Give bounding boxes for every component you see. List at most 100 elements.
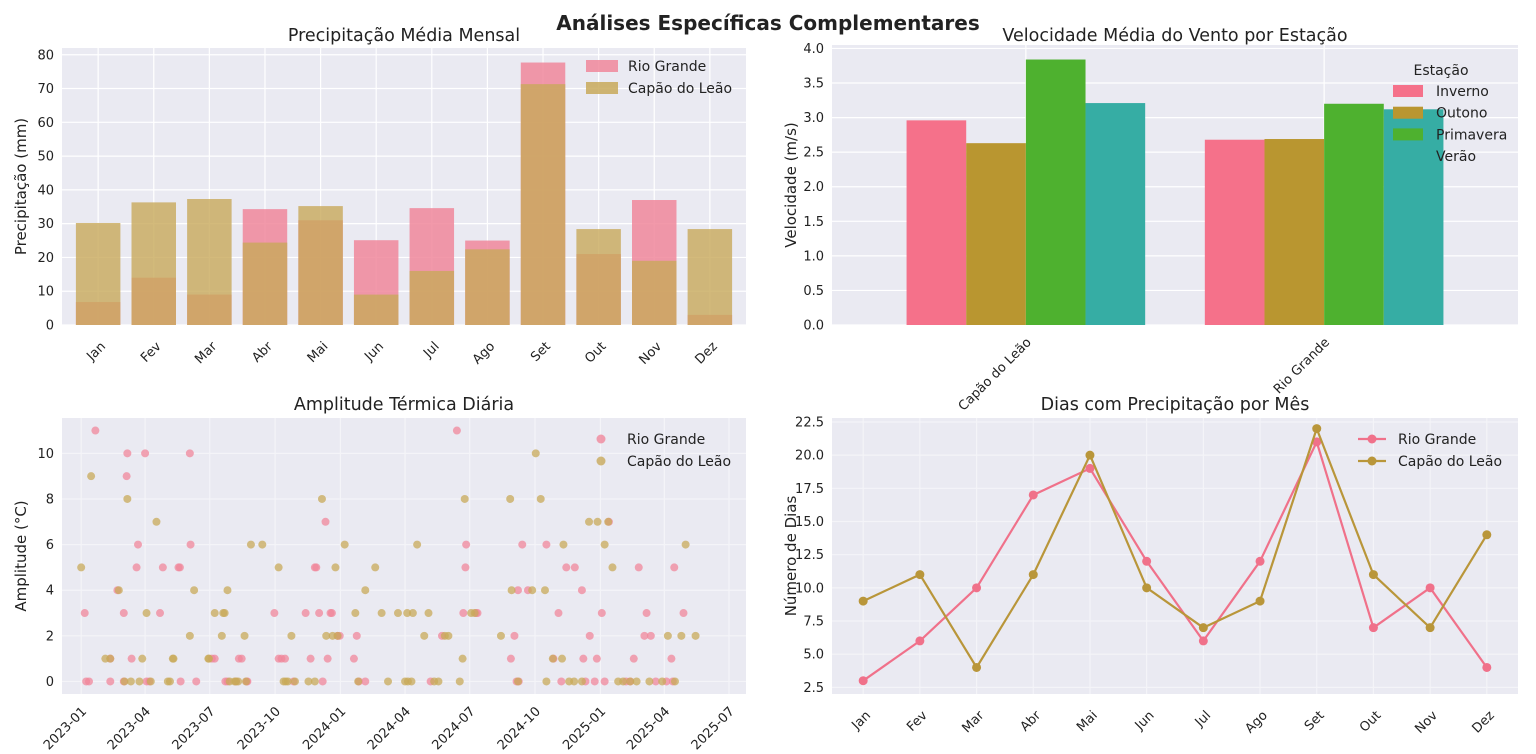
y-tick-label: 10.0 (795, 581, 824, 596)
y-tick-label: 20.0 (795, 449, 824, 464)
y-tick-label: 0 (46, 675, 54, 690)
scatter-point-rio-grande (281, 654, 290, 663)
marker-rio-grande (1312, 437, 1322, 447)
scatter-point-rio-grande (301, 609, 310, 618)
y-tick-label: 6 (46, 538, 54, 553)
scatter-point-capao-do-leao (507, 586, 516, 595)
scatter-point-capao-do-leao (217, 631, 226, 640)
scatter-point-capao-do-leao (670, 677, 679, 686)
y-tick-label: 12.5 (795, 548, 824, 563)
scatter-point-capao-do-leao (331, 563, 340, 572)
scatter-point-capao-do-leao (290, 677, 299, 686)
y-tick-label: 1.0 (803, 249, 824, 264)
scatter-point-capao-do-leao (600, 540, 609, 549)
scatter-point-capao-do-leao (496, 631, 505, 640)
y-tick-label: 80 (37, 48, 54, 63)
y-tick-label: 0.5 (803, 284, 824, 299)
scatter-point-capao-do-leao (403, 609, 412, 618)
scatter-point-rio-grande (321, 517, 330, 526)
scatter-point-capao-do-leao (420, 631, 429, 640)
scatter-point-rio-grande (327, 609, 336, 618)
scatter-point-capao-do-leao (205, 654, 214, 663)
scatter-point-capao-do-leao (152, 517, 161, 526)
scatter-point-capao-do-leao (531, 449, 540, 458)
thermal-amplitude-chart: Amplitude Térmica Diária Amplitude (°C) 0 2… (12, 395, 746, 753)
wind-speed-season-chart: Velocidade Média do Vento por Estação Vel… (782, 26, 1518, 414)
x-tick-label: Jun (361, 339, 387, 365)
scatter-point-rio-grande (156, 609, 165, 618)
scatter-point-capao-do-leao (234, 677, 243, 686)
y-tick-label: 2.5 (803, 146, 824, 161)
x-tick-label: 2023-04 (105, 704, 154, 753)
scatter-point-rio-grande (270, 609, 279, 618)
scatter-point-capao-do-leao (371, 563, 380, 572)
scatter-point-rio-grande (634, 563, 643, 572)
bar-capao-do-leao (576, 229, 621, 325)
x-tick-label: 2024-07 (430, 704, 479, 753)
marker-rio-grande (1085, 463, 1095, 473)
marker-rio-grande (915, 636, 925, 646)
scatter-point-rio-grande (579, 654, 588, 663)
x-tick-label: 2025-07 (689, 704, 738, 753)
marker-capao-do-leao (1142, 583, 1152, 593)
bar-capao-do-leao (298, 206, 343, 325)
marker-capao-do-leao (1368, 570, 1378, 580)
x-tick-label: 2025-04 (624, 704, 673, 753)
y-tick-label: 0.0 (803, 319, 824, 334)
x-tick-label: 2023-01 (41, 704, 90, 753)
chart-title: Velocidade Média do Vento por Estação (1002, 26, 1347, 46)
plot-area (832, 418, 1518, 694)
scatter-point-capao-do-leao (658, 677, 667, 686)
y-tick-label: 17.5 (795, 482, 824, 497)
scatter-point-capao-do-leao (542, 677, 551, 686)
bar-capao-do-leao (465, 249, 510, 325)
bar-capao-do-leao (409, 270, 455, 325)
y-tick-label: 3.0 (803, 111, 824, 126)
y-tick-label: 10 (37, 447, 54, 462)
scatter-point-capao-do-leao (626, 677, 635, 686)
scatter-point-capao-do-leao (677, 631, 686, 640)
scatter-point-rio-grande (237, 654, 246, 663)
y-tick-label: 50 (37, 150, 54, 165)
x-tick-label: Jul (420, 339, 442, 361)
scatter-point-capao-do-leao (604, 517, 613, 526)
scatter-point-capao-do-leao (220, 609, 229, 618)
scatter-point-rio-grande (459, 609, 468, 618)
scatter-point-capao-do-leao (460, 494, 469, 503)
legend-label: Outono (1436, 106, 1487, 122)
y-tick-label: 2.5 (803, 681, 824, 696)
y-axis-label: Velocidade (m/s) (782, 122, 800, 248)
scatter-point-rio-grande (651, 677, 660, 686)
scatter-point-rio-grande (667, 654, 676, 663)
legend-label: Rio Grande (1398, 432, 1476, 448)
x-tick-label: 2025-01 (560, 704, 609, 753)
x-tick-label: Set (528, 339, 554, 365)
scatter-point-rio-grande (585, 631, 594, 640)
scatter-point-capao-do-leao (691, 631, 700, 640)
scatter-point-rio-grande (176, 677, 185, 686)
scatter-point-rio-grande (597, 609, 606, 618)
scatter-point-rio-grande (349, 654, 358, 663)
bar-capao-do-leao (632, 260, 677, 325)
marker-capao-do-leao (1255, 596, 1265, 606)
scatter-point-rio-grande (506, 654, 515, 663)
scatter-point-capao-do-leao (608, 563, 617, 572)
scatter-point-capao-do-leao (123, 494, 132, 503)
scatter-point-capao-do-leao (663, 631, 672, 640)
x-tick-label: Jan (83, 339, 108, 364)
marker-capao-do-leao (915, 570, 925, 580)
legend-label: Inverno (1436, 84, 1489, 100)
x-tick-label: Jan (849, 708, 874, 733)
scatter-point-capao-do-leao (424, 609, 433, 618)
bar-verão (1383, 109, 1444, 325)
y-tick-label: 5.0 (803, 648, 824, 663)
scatter-point-capao-do-leao (146, 677, 155, 686)
rain-days-month-chart: Dias com Precipitação por Mês Número de D… (782, 395, 1518, 737)
scatter-point-rio-grande (315, 609, 324, 618)
scatter-point-capao-do-leao (384, 677, 393, 686)
y-tick-label: 10 (37, 285, 54, 300)
scatter-point-capao-do-leao (361, 586, 370, 595)
legend-label: Primavera (1436, 127, 1507, 143)
bar-outono (1264, 139, 1325, 325)
marker-capao-do-leao (972, 662, 982, 672)
